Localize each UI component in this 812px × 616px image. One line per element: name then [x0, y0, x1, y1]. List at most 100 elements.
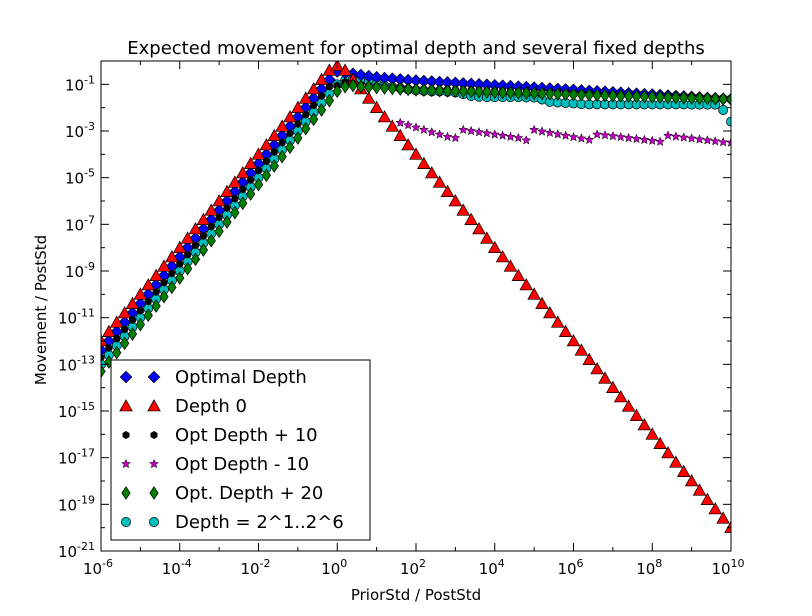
- data-point: [568, 87, 579, 102]
- y-tick-label: 10-15: [58, 400, 95, 421]
- y-tick-label: 10-5: [65, 167, 95, 188]
- data-point: [160, 278, 168, 287]
- data-point: [152, 287, 160, 297]
- data-point: [448, 194, 463, 207]
- legend-entry-depth-2-1-2-6: Depth = 2^1..2^6: [121, 512, 344, 533]
- data-point: [109, 315, 124, 328]
- data-point: [316, 103, 327, 117]
- data-point: [255, 166, 262, 175]
- data-point: [199, 231, 207, 241]
- data-point: [726, 116, 731, 127]
- x-axis-label: PriorStd / PostStd: [351, 586, 481, 604]
- legend-marker: [147, 399, 161, 412]
- data-point: [332, 84, 342, 99]
- data-point: [679, 91, 689, 105]
- data-point: [159, 289, 169, 304]
- y-tick-label: 10-17: [58, 447, 95, 468]
- data-point: [165, 250, 179, 263]
- data-point: [214, 224, 224, 239]
- data-point: [385, 119, 400, 132]
- y-tick-label: 10-1: [65, 73, 95, 94]
- data-point: [505, 85, 516, 100]
- data-point: [136, 306, 144, 315]
- legend-marker: [121, 517, 131, 527]
- data-point: [466, 125, 477, 136]
- y-tick-label: 10-21: [58, 540, 95, 561]
- data-point: [599, 129, 611, 140]
- data-point: [495, 250, 510, 263]
- data-point: [529, 124, 540, 135]
- y-tick-label: 10-13: [58, 353, 95, 374]
- legend-marker: [119, 399, 133, 412]
- data-point: [424, 166, 439, 179]
- data-point: [285, 140, 295, 155]
- data-point: [228, 175, 242, 188]
- data-point: [212, 194, 226, 207]
- data-point: [710, 91, 720, 106]
- data-point: [574, 343, 589, 356]
- data-point: [686, 133, 697, 143]
- x-tick-label: 102: [400, 557, 426, 578]
- data-point: [655, 90, 665, 104]
- data-point: [411, 83, 421, 97]
- data-point: [670, 131, 681, 141]
- data-point: [490, 85, 500, 100]
- data-point: [403, 82, 413, 97]
- data-point: [125, 296, 140, 309]
- data-point: [639, 134, 650, 145]
- data-point: [440, 184, 455, 197]
- legend-label: Depth 0: [175, 396, 247, 417]
- legend-marker: [147, 370, 161, 384]
- data-point: [393, 128, 408, 141]
- x-tick-label: 10-6: [83, 557, 113, 578]
- data-point: [275, 119, 289, 132]
- data-point: [725, 137, 731, 147]
- data-point: [361, 91, 376, 104]
- data-point: [286, 129, 294, 138]
- legend-marker: [148, 458, 160, 469]
- data-point: [582, 352, 597, 365]
- series-opt-depth-20: [101, 78, 731, 379]
- data-point: [101, 344, 108, 357]
- x-tick-label: 104: [479, 557, 505, 578]
- y-tick-label: 10-19: [58, 493, 95, 514]
- data-point: [403, 119, 414, 130]
- data-point: [418, 124, 429, 135]
- data-point: [176, 259, 184, 269]
- data-point: [377, 110, 392, 123]
- data-point: [558, 324, 573, 337]
- legend-label: Optimal Depth: [175, 367, 307, 388]
- data-point: [513, 132, 524, 143]
- data-point: [702, 135, 713, 145]
- legend-box: [110, 359, 371, 541]
- data-point: [369, 100, 384, 113]
- data-point: [395, 82, 405, 96]
- data-point: [340, 79, 350, 94]
- data-point: [456, 203, 471, 216]
- series-depth-0: [101, 61, 731, 533]
- data-point: [590, 362, 604, 375]
- data-point: [661, 446, 675, 459]
- data-point: [410, 122, 422, 132]
- data-point: [503, 259, 518, 272]
- data-point: [631, 133, 642, 144]
- data-point: [592, 129, 603, 139]
- data-point: [566, 334, 581, 347]
- data-point: [105, 343, 113, 353]
- data-point: [498, 85, 508, 100]
- data-point: [458, 124, 469, 135]
- data-point: [231, 194, 239, 203]
- legend-marker: [150, 430, 158, 440]
- data-point: [222, 215, 232, 229]
- data-point: [621, 399, 636, 412]
- data-point: [616, 89, 626, 103]
- data-point: [183, 261, 193, 276]
- data-point: [157, 259, 171, 272]
- data-point: [143, 308, 153, 323]
- data-point: [561, 87, 571, 102]
- data-point: [676, 464, 691, 477]
- data-point: [474, 84, 484, 99]
- data-point: [545, 87, 555, 101]
- x-tick-label: 1010: [711, 557, 744, 578]
